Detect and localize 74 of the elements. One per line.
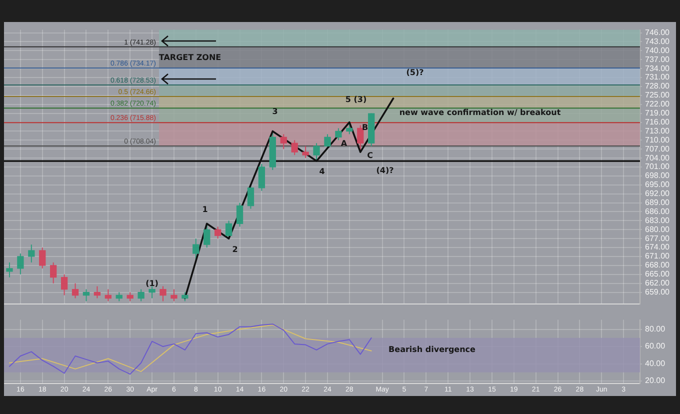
y-tick-label: 713.00 [645,126,670,136]
candlestick [247,184,254,210]
candlestick [192,238,200,260]
y-tick-label: 671.00 [645,252,670,261]
y-tick-label: 692.00 [645,189,670,198]
y-tick-label: 60.00 [645,342,666,351]
annotation: 2 [232,245,238,254]
candlestick [17,252,24,275]
candlestick [324,134,331,150]
y-tick-label: 746.00 [645,28,670,37]
y-tick-label: 743.00 [645,36,670,46]
y-tick-label: 698.00 [645,171,670,180]
candlestick [204,223,210,248]
candlestick [170,288,178,302]
candlestick [138,288,144,302]
y-tick-label: 710.00 [645,135,670,144]
annotation: B [362,123,368,132]
y-tick-label: 80.00 [645,324,666,334]
y-tick-label: 719.00 [645,108,670,118]
candlestick [313,142,320,162]
annotation: TARGET ZONE [158,53,222,62]
y-tick-label: 662.00 [645,278,670,288]
y-tick-label: 680.00 [645,224,670,234]
y-tick-label: 701.00 [645,162,670,172]
y-tick-label: 731.00 [645,72,670,82]
y-tick-label: 20.00 [645,376,666,386]
y-tick-label: 668.00 [645,260,670,270]
candlestick [236,202,244,228]
annotation: 4 [319,167,326,176]
candlestick [94,286,101,299]
y-tick-label: 737.00 [645,54,670,64]
candlestick [39,247,46,269]
y-tick-label: 683.00 [645,216,670,225]
candlestick [28,244,35,263]
y-tick-label: 689.00 [645,198,670,207]
candlestick [258,164,266,192]
y-tick-label: 674.00 [645,242,670,252]
y-tick-label: 677.00 [645,234,670,243]
y-tick-label: 704.00 [645,153,670,162]
y-tick-label: 740.00 [645,46,670,55]
annotation: 1 [202,205,208,214]
candlestick [160,286,166,302]
y-tick-label: 728.00 [645,82,670,91]
y-tick-label: 659.00 [645,287,670,296]
candlestick [280,134,287,150]
candlestick [82,288,90,302]
y-tick-label: 695.00 [645,180,670,190]
y-tick-label: 40.00 [645,358,666,368]
y-tick-label: 725.00 [645,90,670,100]
y-tick-label: 707.00 [645,144,670,154]
candlestick [291,140,298,156]
annotation: new wave confirmation w/ breakout [399,108,561,118]
y-tick-label: 686.00 [645,206,670,216]
candlestick [148,286,156,299]
candlestick [60,274,68,296]
candlestick [335,128,342,141]
annotation: (1) [146,279,158,288]
annotation: C [367,151,374,160]
annotation: (4)? [376,166,394,176]
candlestick [50,262,57,284]
annotation: 3 [272,107,278,116]
y-tick-label: 716.00 [645,117,670,126]
annotation: (5)? [406,68,424,78]
annotation: 5 (3) [345,95,367,104]
candlestick [6,262,13,278]
candlestick [302,146,309,159]
candlestick [104,288,112,302]
annotation: Bearish divergence [388,345,476,354]
candlestick [72,282,79,299]
y-tick-label: 722.00 [645,100,670,109]
candlestick [214,226,222,240]
candlestick [225,220,232,240]
y-tick-label: 734.00 [645,64,670,73]
y-tick-label: 665.00 [645,270,670,279]
